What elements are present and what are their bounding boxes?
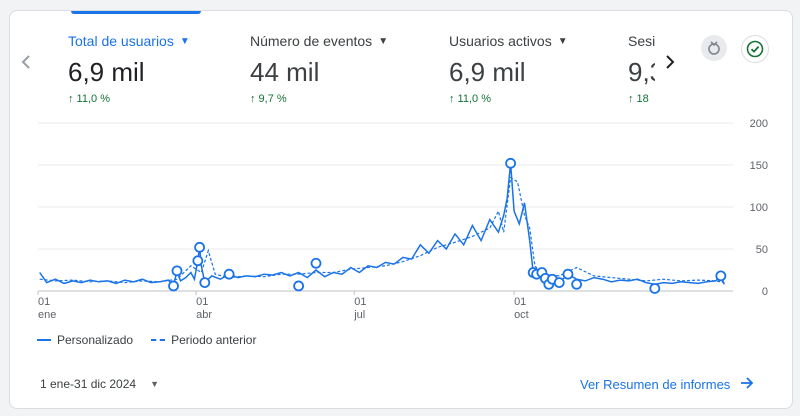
metric-usuarios-activos[interactable]: Usuarios activos ▼ 6,9 mil ↑ 11,0 % (449, 33, 619, 105)
metric-value: 6,9 mil (68, 57, 145, 87)
view-reports-label: Ver Resumen de informes (580, 377, 731, 392)
legend-label: Personalizado (57, 333, 134, 347)
caret-down-icon: ▼ (150, 379, 159, 389)
y-tick-label: 200 (750, 118, 768, 130)
metric-label: Usuarios activos (449, 33, 552, 49)
x-tick-label-bottom: oct (514, 309, 529, 321)
x-tick-label-bottom: jul (353, 309, 365, 321)
metric-label: Número de eventos (250, 33, 373, 49)
metric-numero-eventos[interactable]: Número de eventos ▼ 44 mil ↑ 9,7 % (250, 33, 420, 105)
annotation-marker[interactable] (293, 280, 305, 292)
date-range-selector[interactable]: 1 ene-31 dic 2024 ▼ (40, 377, 159, 391)
annotation-marker[interactable] (571, 278, 583, 290)
chevron-left-icon[interactable] (16, 51, 36, 73)
metric-value: 44 mil (250, 57, 320, 87)
y-tick-label: 0 (762, 286, 768, 298)
metric-label: Sesi (628, 33, 655, 49)
annotation-marker[interactable] (310, 257, 322, 269)
caret-down-icon[interactable]: ▼ (557, 35, 568, 47)
dashed-line-swatch (151, 339, 166, 341)
metric-tabs: Total de usuarios ▼ 6,9 mil ↑ 11,0 % Núme… (10, 11, 655, 111)
annotation-marker[interactable] (505, 157, 517, 169)
annotation-marker[interactable] (715, 270, 727, 282)
metric-value: 9,3 (628, 57, 655, 87)
x-tick-label-top: 01 (38, 296, 50, 308)
chevron-right-icon[interactable] (660, 51, 680, 73)
metric-change: ↑ 9,7 % (250, 93, 287, 105)
legend-item-personalizado[interactable]: Personalizado (37, 333, 133, 347)
annotation-marker[interactable] (199, 277, 211, 289)
legend-label: Periodo anterior (171, 333, 257, 347)
y-tick-label: 100 (750, 202, 768, 214)
metric-value: 6,9 mil (449, 57, 526, 87)
y-tick-label: 150 (750, 160, 768, 172)
legend-item-periodo-anterior[interactable]: Periodo anterior (151, 333, 256, 347)
metric-change: ↑ 18 (628, 93, 649, 105)
annotation-marker[interactable] (649, 283, 661, 294)
arrow-right-icon (740, 376, 754, 393)
annotation-marker[interactable] (194, 241, 205, 253)
x-tick-label-bottom: abr (196, 309, 212, 321)
view-reports-link[interactable]: Ver Resumen de informes (580, 376, 754, 393)
caret-down-icon[interactable]: ▼ (179, 35, 190, 47)
series-personalizado-line (39, 163, 725, 288)
metric-change: ↑ 11,0 % (449, 93, 491, 105)
x-tick-label-top: 01 (354, 296, 366, 308)
x-tick-label-top: 01 (514, 296, 526, 308)
chart-legend: Personalizado Periodo anterior (37, 333, 256, 347)
metric-label: Total de usuarios (68, 33, 174, 49)
annotation-marker[interactable] (562, 268, 574, 280)
y-tick-label: 50 (756, 244, 768, 256)
series-periodo-anterior-line (39, 176, 725, 284)
annotation-marker[interactable] (168, 280, 179, 292)
x-tick-label-bottom: ene (38, 309, 56, 321)
x-tick-label-top: 01 (196, 296, 208, 308)
annotation-marker[interactable] (171, 265, 183, 277)
active-tab-indicator (71, 11, 201, 14)
metric-change: ↑ 11,0 % (68, 93, 110, 105)
metric-total-usuarios[interactable]: Total de usuarios ▼ 6,9 mil ↑ 11,0 % (68, 33, 238, 105)
caret-down-icon[interactable]: ▼ (378, 35, 389, 47)
annotation-marker[interactable] (553, 277, 565, 289)
annotation-marker[interactable] (223, 268, 235, 280)
metric-sesiones[interactable]: Sesi 9,3 ↑ 18 (628, 33, 655, 105)
insights-icon[interactable] (701, 35, 727, 61)
date-range-label: 1 ene-31 dic 2024 (40, 377, 137, 391)
solid-line-swatch (37, 339, 51, 341)
report-card: Total de usuarios ▼ 6,9 mil ↑ 11,0 % Núme… (9, 10, 793, 409)
check-circle-icon[interactable] (741, 35, 769, 63)
annotation-marker[interactable] (192, 255, 204, 267)
